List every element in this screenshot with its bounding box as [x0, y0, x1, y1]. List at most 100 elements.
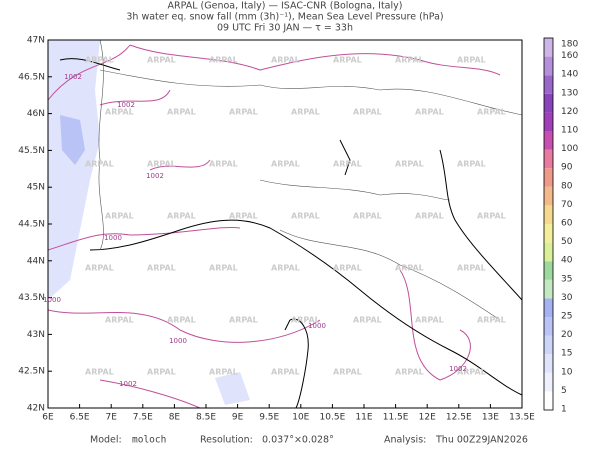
snow-areas: [48, 40, 250, 405]
coastlines: [59, 58, 523, 409]
isobar: [47, 44, 501, 101]
watermark: ARPAL: [291, 212, 320, 221]
watermark: ARPAL: [85, 56, 114, 65]
colorbar-cell: [544, 224, 553, 243]
colorbar-frame: [543, 37, 554, 411]
watermark: ARPAL: [147, 264, 176, 273]
watermark: ARPAL: [477, 316, 506, 325]
colorbar-label: 5: [561, 386, 567, 396]
map-frame: [47, 39, 523, 409]
isobar-label: 1002: [449, 365, 467, 373]
lat-label: 47N: [27, 36, 45, 46]
lon-label: 6E: [42, 413, 54, 423]
border: [259, 179, 501, 321]
watermark: ARPAL: [333, 368, 362, 377]
colorbar-cell: [544, 372, 553, 392]
watermark: ARPAL: [353, 212, 382, 221]
watermark: ARPAL: [415, 212, 444, 221]
colorbar-label: 70: [561, 200, 573, 210]
watermark: ARPAL: [105, 108, 134, 117]
footer-label: Analysis:: [384, 435, 426, 446]
colorbar-label: 35: [561, 274, 572, 284]
colorbar-cell: [544, 298, 553, 317]
footer-value: Thu 00Z29JAN2026: [435, 435, 528, 446]
colorbar-cell: [544, 93, 553, 113]
lat-label: 44N: [27, 256, 45, 266]
watermark: ARPAL: [395, 160, 424, 169]
lon-label: 8E: [169, 413, 181, 423]
colorbar-cell: [544, 131, 553, 150]
isobar: [99, 89, 211, 171]
colorbar-cell: [544, 242, 553, 262]
watermark: ARPAL: [229, 316, 258, 325]
watermark: ARPAL: [167, 316, 196, 325]
colorbar-label: 20: [561, 330, 573, 340]
watermark: ARPAL: [333, 160, 362, 169]
colorbar-cell: [544, 261, 553, 280]
watermark: ARPAL: [147, 160, 176, 169]
lat-label: 44.5N: [18, 220, 45, 230]
watermark: ARPAL: [85, 160, 114, 169]
footer-label: Resolution:: [200, 435, 253, 446]
watermark: ARPAL: [271, 368, 300, 377]
lon-label: 10E: [292, 413, 309, 423]
watermark: ARPAL: [271, 264, 300, 273]
lon-label: 7.5E: [133, 413, 153, 423]
watermark: ARPAL: [457, 56, 486, 65]
colorbar-label: 40: [561, 256, 573, 266]
watermark: ARPAL: [291, 108, 320, 117]
footer-label: Model:: [90, 435, 122, 446]
lon-label: 7E: [105, 413, 117, 423]
colorbar-label: 100: [561, 144, 578, 154]
colorbar-label: 90: [561, 163, 573, 173]
colorbar-cell: [544, 354, 553, 373]
isobar-label: 1000: [43, 296, 61, 304]
watermark: ARPAL: [291, 316, 320, 325]
colorbar-label: 60: [561, 219, 573, 229]
lon-label: 6.5E: [70, 413, 90, 423]
border: [98, 39, 523, 251]
colorbar-cell: [544, 335, 553, 355]
watermark: ARPAL: [353, 108, 382, 117]
colorbar-cell: [544, 205, 553, 224]
watermark: ARPAL: [395, 56, 424, 65]
watermark: ARPAL: [457, 264, 486, 273]
lat-label: 42.5N: [18, 367, 45, 377]
colorbar-label: 15: [561, 349, 572, 359]
colorbar-label: 80: [561, 181, 573, 191]
lat-label: 46N: [27, 109, 45, 119]
isobar-label: 1002: [146, 172, 164, 180]
colorbar-cell: [544, 168, 553, 187]
isobars: [47, 44, 501, 409]
watermark: ARPAL: [395, 264, 424, 273]
isobar-label: 1000: [169, 337, 187, 345]
lon-label: 11.5E: [383, 413, 409, 423]
colorbar-label: 10: [561, 367, 573, 377]
header-line: 3h water eq. snow fall (mm (3h)⁻¹), Mean…: [126, 12, 443, 23]
colorbar-cell: [544, 56, 553, 76]
watermark: ARPAL: [271, 56, 300, 65]
colorbar-label: 140: [561, 70, 578, 80]
watermark: ARPAL: [457, 160, 486, 169]
watermark: ARPAL: [415, 316, 444, 325]
colorbar-label: 130: [561, 88, 578, 98]
lon-label: 9.5E: [259, 413, 279, 423]
isobar-label: 1002: [64, 73, 82, 81]
isobar-label: 1002: [119, 380, 137, 388]
isobar: [47, 226, 321, 343]
lon-label: 12E: [419, 413, 436, 423]
watermark: ARPAL: [477, 212, 506, 221]
watermark: ARPAL: [395, 368, 424, 377]
colorbar-label: 120: [561, 107, 578, 117]
watermark: ARPAL: [209, 160, 238, 169]
coastline: [59, 58, 351, 176]
coastline: [89, 219, 523, 396]
footer-value: moloch: [132, 435, 166, 446]
watermark: ARPAL: [85, 368, 114, 377]
footer-value: 0.037°×0.028°: [262, 435, 334, 446]
watermark: ARPAL: [105, 316, 134, 325]
colorbar-label: 30: [561, 293, 573, 303]
isobar-label: 1002: [117, 101, 135, 109]
watermark: ARPAL: [105, 212, 134, 221]
colorbar-label: 50: [561, 237, 573, 247]
